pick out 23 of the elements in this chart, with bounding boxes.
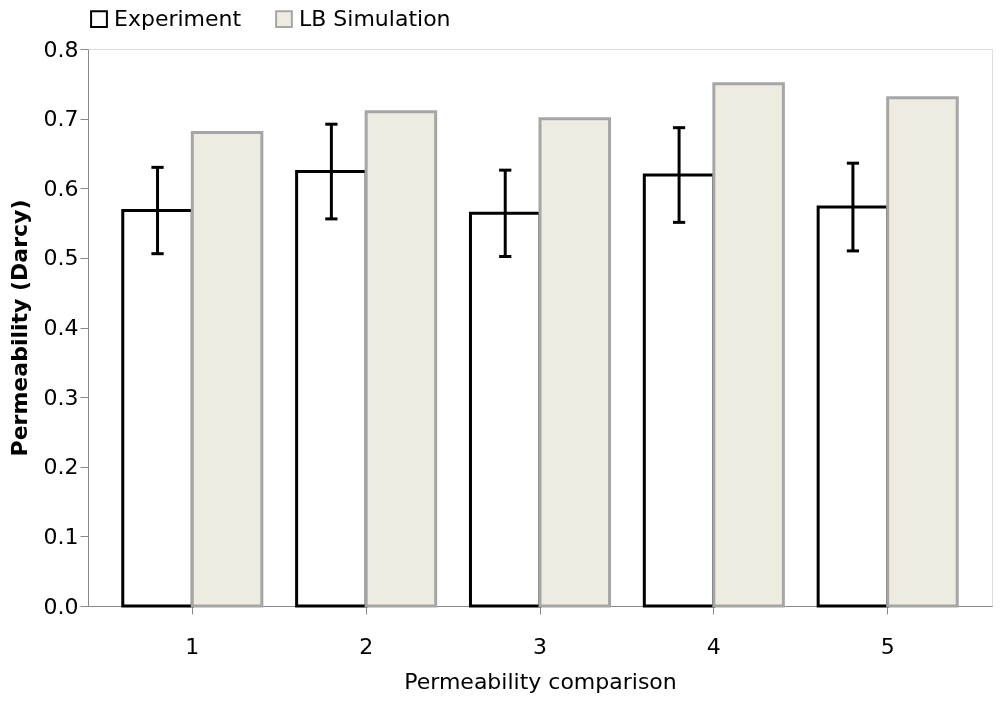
bar bbox=[712, 82, 785, 608]
y-tick-label: 0.1 bbox=[43, 523, 79, 549]
y-axis-title: Permeability (Darcy) bbox=[6, 199, 32, 457]
legend-label: Experiment bbox=[114, 6, 242, 32]
x-tick-label: 3 bbox=[533, 633, 547, 659]
x-tick-label: 5 bbox=[880, 633, 895, 659]
x-tick-label: 2 bbox=[359, 633, 374, 659]
y-tick-label: 0.7 bbox=[43, 106, 79, 132]
x-tick-label: 4 bbox=[706, 633, 721, 659]
y-tick-label: 0.6 bbox=[43, 175, 79, 201]
legend-label: LB Simulation bbox=[299, 6, 451, 32]
x-axis-title: Permeability comparison bbox=[404, 668, 677, 694]
bar bbox=[190, 131, 264, 608]
bar bbox=[886, 96, 959, 608]
bar bbox=[538, 117, 612, 608]
y-tick-label: 0.4 bbox=[43, 315, 79, 340]
y-tick-label: 0.2 bbox=[43, 454, 79, 480]
y-tick-label: 0.5 bbox=[43, 245, 79, 271]
y-tick-label: 0.3 bbox=[43, 384, 79, 410]
y-tick-label: 0.8 bbox=[43, 36, 79, 62]
bar bbox=[364, 110, 438, 608]
x-tick-label: 1 bbox=[185, 633, 200, 659]
y-tick-label: 0.0 bbox=[43, 593, 79, 619]
